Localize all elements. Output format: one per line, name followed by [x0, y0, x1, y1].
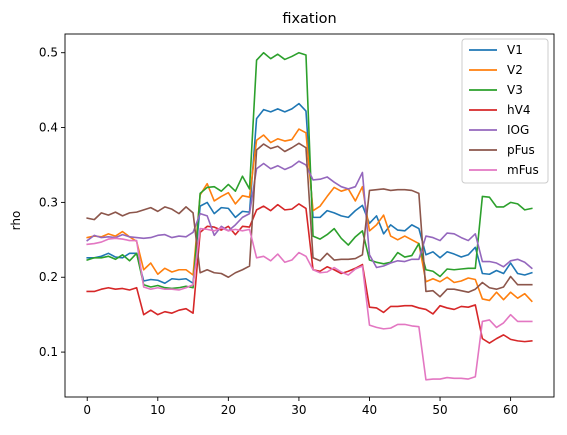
y-tick-label: 0.2 [39, 270, 58, 284]
legend-label-iog: IOG [507, 123, 529, 137]
x-axis: 0 10 20 30 40 50 60 [83, 397, 518, 417]
plot-frame [64, 33, 555, 398]
series-group [86, 51, 533, 381]
y-axis-label: rho [9, 211, 23, 231]
x-tick-label: 60 [503, 403, 518, 417]
series-line-v3 [86, 51, 533, 290]
x-tick-label: 30 [291, 403, 306, 417]
series-line-iog [86, 160, 533, 270]
legend: V1 V2 V3 hV4 IOG pFus mFus [461, 38, 549, 184]
series-line-mfus [86, 227, 533, 381]
legend-label-v3: V3 [507, 83, 523, 97]
x-tick-label: 10 [150, 403, 165, 417]
x-tick-label: 20 [221, 403, 236, 417]
y-axis: 0.1 0.2 0.3 0.4 0.5 [39, 46, 65, 359]
legend-label-hv4: hV4 [507, 103, 530, 117]
series-line-pfus [86, 142, 533, 298]
series-line-hv4 [86, 203, 533, 344]
legend-box [461, 38, 549, 184]
y-tick-label: 0.5 [39, 46, 58, 60]
plot-area: 0 10 20 30 40 50 60 0.1 0.2 0.3 0.4 0.5 [39, 33, 555, 417]
x-tick-label: 50 [432, 403, 447, 417]
y-tick-label: 0.1 [39, 345, 58, 359]
y-tick-label: 0.3 [39, 195, 58, 209]
legend-label-pfus: pFus [507, 143, 535, 157]
legend-label-v2: V2 [507, 63, 523, 77]
legend-label-mfus: mFus [507, 163, 539, 177]
chart-title: fixation [282, 11, 336, 27]
legend-label-v1: V1 [507, 43, 523, 57]
y-tick-label: 0.4 [39, 121, 58, 135]
x-tick-label: 0 [83, 403, 91, 417]
x-tick-label: 40 [362, 403, 377, 417]
